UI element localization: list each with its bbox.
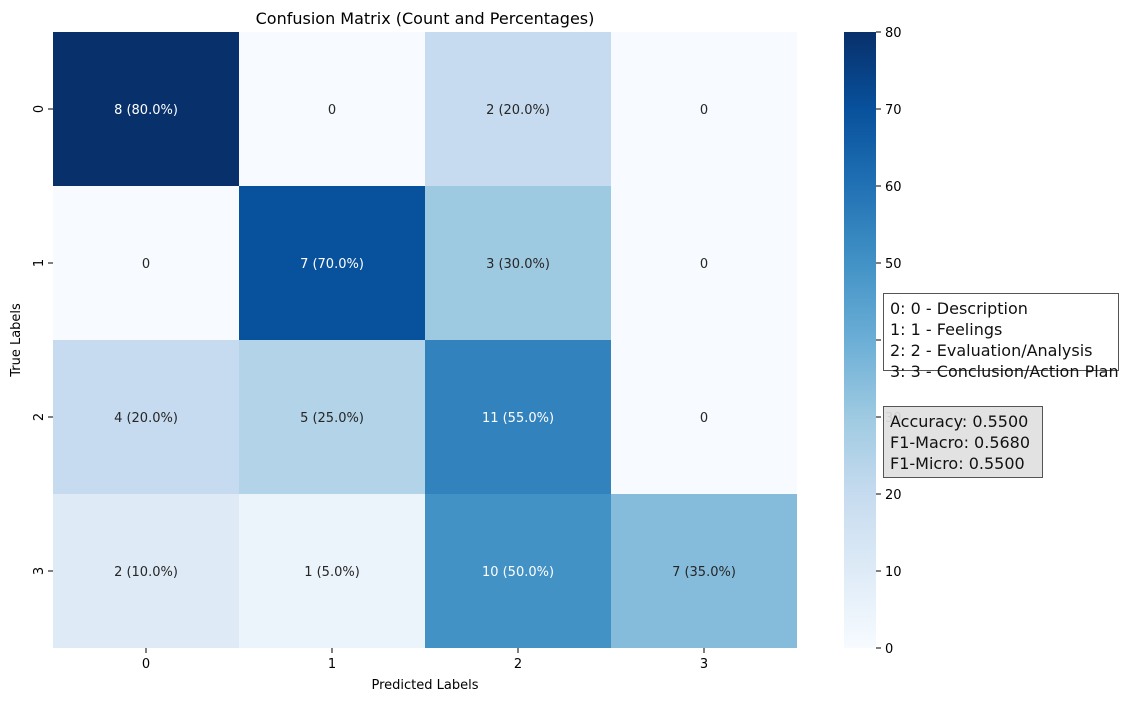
cell-label: 0 [142, 257, 150, 272]
legend-line: 2: 2 - Evaluation/Analysis [890, 341, 1093, 360]
heatmap-cell [53, 340, 239, 494]
cell-label: 7 (35.0%) [672, 565, 736, 580]
heatmap-cells [53, 32, 797, 648]
heatmap-cell [239, 186, 425, 340]
chart-title: Confusion Matrix (Count and Percentages) [256, 9, 595, 28]
cell-label: 4 (20.0%) [114, 411, 178, 426]
heatmap-cell [239, 32, 425, 186]
y-axis-ticks: 0 1 2 3 [32, 105, 53, 575]
heatmap-cell [53, 494, 239, 648]
cell-label: 8 (80.0%) [114, 103, 178, 118]
cell-label: 0 [700, 257, 708, 272]
cell-label: 2 (10.0%) [114, 565, 178, 580]
x-tick-label: 2 [514, 657, 522, 672]
legend-line: 3: 3 - Conclusion/Action Plan [890, 362, 1119, 381]
x-axis-ticks: 0 1 2 3 [142, 648, 708, 672]
cell-label: 0 [328, 103, 336, 118]
class-legend-box: 0: 0 - Description 1: 1 - Feelings 2: 2 … [883, 293, 1119, 381]
y-tick-label: 0 [32, 105, 47, 113]
y-axis-label: True Labels [9, 303, 24, 378]
cell-label: 5 (25.0%) [300, 411, 364, 426]
x-tick-label: 1 [328, 657, 336, 672]
cell-label: 2 (20.0%) [486, 103, 550, 118]
colorbar-tick-label: 10 [885, 565, 902, 580]
colorbar-tick-label: 80 [885, 26, 902, 41]
colorbar-tick-label: 20 [885, 488, 902, 503]
colorbar-tick-label: 70 [885, 103, 902, 118]
y-tick-label: 1 [32, 259, 47, 267]
legend-line: 1: 1 - Feelings [890, 320, 1003, 339]
accuracy-metric: Accuracy: 0.5500 [890, 412, 1029, 431]
heatmap-cell [425, 340, 611, 494]
colorbar-tick-label: 50 [885, 257, 902, 272]
colorbar [844, 32, 876, 648]
heatmap-cell [239, 340, 425, 494]
f1-macro-metric: F1-Macro: 0.5680 [890, 433, 1031, 452]
x-tick-label: 0 [142, 657, 150, 672]
heatmap-cell [425, 32, 611, 186]
metrics-box: Accuracy: 0.5500 F1-Macro: 0.5680 F1-Mic… [883, 406, 1043, 478]
cell-label: 11 (55.0%) [482, 411, 554, 426]
heatmap-cell [53, 186, 239, 340]
colorbar-tick-label: 0 [885, 642, 893, 657]
cell-label: 0 [700, 103, 708, 118]
x-tick-label: 3 [700, 657, 708, 672]
heatmap-cell [53, 32, 239, 186]
cell-label: 0 [700, 411, 708, 426]
f1-micro-metric: F1-Micro: 0.5500 [890, 454, 1025, 473]
cell-label: 10 (50.0%) [482, 565, 554, 580]
cell-label: 1 (5.0%) [304, 565, 360, 580]
cell-label: 7 (70.0%) [300, 257, 364, 272]
y-tick-label: 3 [32, 567, 47, 575]
x-axis-label: Predicted Labels [371, 678, 478, 693]
heatmap-cell [611, 494, 797, 648]
heatmap-cell [611, 340, 797, 494]
heatmap-cell [425, 186, 611, 340]
heatmap-cell [611, 32, 797, 186]
heatmap-cell [239, 494, 425, 648]
colorbar-tick-label: 60 [885, 180, 902, 195]
cell-label: 3 (30.0%) [486, 257, 550, 272]
heatmap-cell [425, 494, 611, 648]
y-tick-label: 2 [32, 413, 47, 421]
heatmap-cell [611, 186, 797, 340]
heatmap-cell-labels: 8 (80.0%) 0 2 (20.0%) 0 0 7 (70.0%) 3 (30.0%) 0… [114, 103, 736, 580]
legend-line: 0: 0 - Description [890, 299, 1028, 318]
